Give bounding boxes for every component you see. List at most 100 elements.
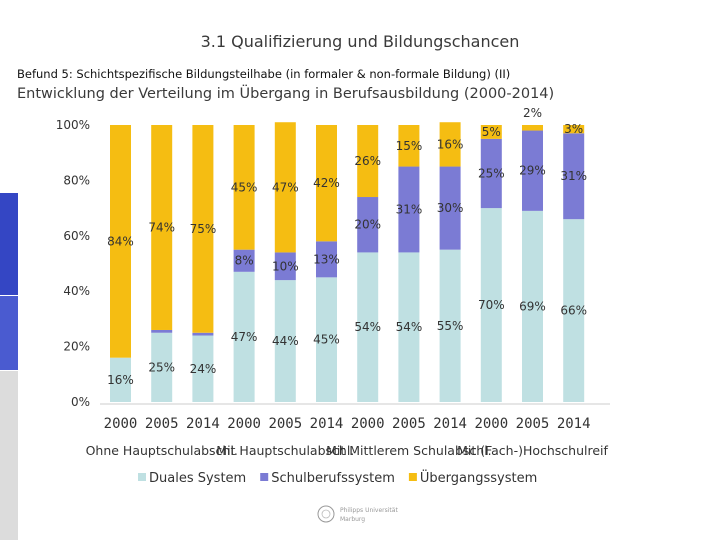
x-tick-label: 2005 <box>268 416 302 432</box>
data-label: 26% <box>354 154 381 168</box>
chart-subtitle: Entwicklung der Verteilung im Übergang i… <box>17 86 555 102</box>
data-label: 55% <box>437 319 464 333</box>
data-label: 54% <box>354 320 381 334</box>
data-label: 74% <box>148 220 175 234</box>
data-label: 25% <box>478 166 505 180</box>
bar-segment-duales-system <box>480 208 502 402</box>
y-tick-label: 100% <box>56 118 90 132</box>
data-label: 70% <box>478 298 505 312</box>
bar-segment--bergangssystem <box>192 125 214 333</box>
group-label: Mit Hauptschulabschl. <box>216 443 354 458</box>
data-label: 54% <box>396 320 423 334</box>
bar-segment-schulberufssystem <box>316 241 337 278</box>
data-label: 45% <box>231 180 258 194</box>
data-label: 47% <box>272 180 299 194</box>
bar-segment-schulberufssystem <box>274 252 296 281</box>
x-tick-label: 2000 <box>474 416 508 432</box>
x-tick-label: 2000 <box>104 416 138 432</box>
logo-line-2: Marburg <box>340 516 365 523</box>
legend-swatch <box>408 473 417 481</box>
data-label: 29% <box>519 164 546 178</box>
bar-segment-duales-system <box>192 335 214 402</box>
bar-segment-schulberufssystem <box>522 130 543 211</box>
x-tick-label: 2014 <box>186 416 220 432</box>
data-label: 42% <box>313 176 340 190</box>
x-tick-label: 2005 <box>145 416 179 432</box>
group-label: Mit (Fach-)Hochschulreif <box>457 443 608 458</box>
data-label: 2% <box>523 106 542 120</box>
data-label: 20% <box>354 218 381 232</box>
bar-segment-schulberufssystem <box>233 249 255 272</box>
data-label: 8% <box>235 254 254 268</box>
bar-segment--bergangssystem <box>522 125 543 131</box>
data-label: 31% <box>396 202 423 216</box>
side-accent-bar <box>0 193 18 295</box>
data-label: 15% <box>396 139 423 153</box>
university-logo: Philipps Universität Marburg <box>317 505 398 523</box>
y-tick-label: 80% <box>63 173 90 187</box>
bar-segment-duales-system <box>563 219 585 402</box>
data-label: 69% <box>519 299 546 313</box>
bar-segment-duales-system <box>233 271 255 402</box>
y-tick-label: 20% <box>63 340 90 354</box>
data-label: 84% <box>107 234 134 248</box>
y-tick-label: 40% <box>63 284 90 298</box>
bar-segment-schulberufssystem <box>151 329 173 333</box>
bar-segment--bergangssystem <box>233 125 255 250</box>
legend-label: Übergangssystem <box>420 469 537 486</box>
x-tick-label: 2000 <box>227 416 261 432</box>
x-tick-label: 2014 <box>557 416 591 432</box>
bar-segment-schulberufssystem <box>439 166 461 250</box>
bar-segment-duales-system <box>274 280 296 402</box>
bar-segment-duales-system <box>151 332 173 402</box>
bar-segment--bergangssystem <box>563 125 585 134</box>
bar-segment--bergangssystem <box>398 125 420 167</box>
bar-segment-duales-system <box>357 252 379 402</box>
data-label: 16% <box>437 137 464 151</box>
legend-label: Duales System <box>149 471 246 486</box>
data-label: 3% <box>564 122 583 136</box>
data-label: 75% <box>190 222 217 236</box>
data-label: 44% <box>272 334 299 348</box>
bar-segment--bergangssystem <box>274 122 296 253</box>
data-label: 13% <box>313 252 340 266</box>
data-label: 25% <box>148 360 175 374</box>
y-tick-label: 60% <box>63 229 90 243</box>
bar-segment--bergangssystem <box>316 125 337 242</box>
data-label: 30% <box>437 201 464 215</box>
x-tick-label: 2014 <box>433 416 467 432</box>
bar-segment-schulberufssystem <box>192 332 214 336</box>
data-label: 31% <box>560 169 587 183</box>
x-tick-label: 2014 <box>310 416 344 432</box>
group-label: Mit Mittlerem Schulabschl. <box>326 443 492 458</box>
group-label: Ohne Hauptschulabschl. <box>86 443 238 458</box>
data-label: 45% <box>313 333 340 347</box>
logo-line-1: Philipps Universität <box>340 507 398 514</box>
bar-segment-schulberufssystem <box>398 166 420 253</box>
legend-label: Schulberufssystem <box>271 471 395 486</box>
bar-segment--bergangssystem <box>439 122 461 167</box>
data-label: 16% <box>107 373 134 387</box>
bar-segment--bergangssystem <box>110 125 131 358</box>
data-label: 66% <box>560 304 587 318</box>
bar-segment-schulberufssystem <box>480 138 502 209</box>
data-label: 5% <box>482 125 501 139</box>
x-tick-label: 2005 <box>392 416 426 432</box>
bar-segment-duales-system <box>398 252 420 402</box>
bar-segment--bergangssystem <box>480 125 502 139</box>
x-tick-label: 2000 <box>351 416 385 432</box>
y-tick-label: 0% <box>71 395 90 409</box>
legend-swatch <box>260 473 269 481</box>
legend-swatch <box>138 473 146 481</box>
data-label: 24% <box>190 362 217 376</box>
x-tick-label: 2005 <box>516 416 550 432</box>
bar-segment-duales-system <box>110 357 131 402</box>
data-label: 10% <box>272 259 299 273</box>
slide-title: 3.1 Qualifizierung und Bildungschancen <box>200 32 520 51</box>
bar-segment-schulberufssystem <box>357 197 379 253</box>
side-accent-bar <box>0 371 18 540</box>
bar-segment-duales-system <box>522 210 543 402</box>
bar-segment-duales-system <box>439 249 461 402</box>
bar-segment-schulberufssystem <box>563 133 585 220</box>
